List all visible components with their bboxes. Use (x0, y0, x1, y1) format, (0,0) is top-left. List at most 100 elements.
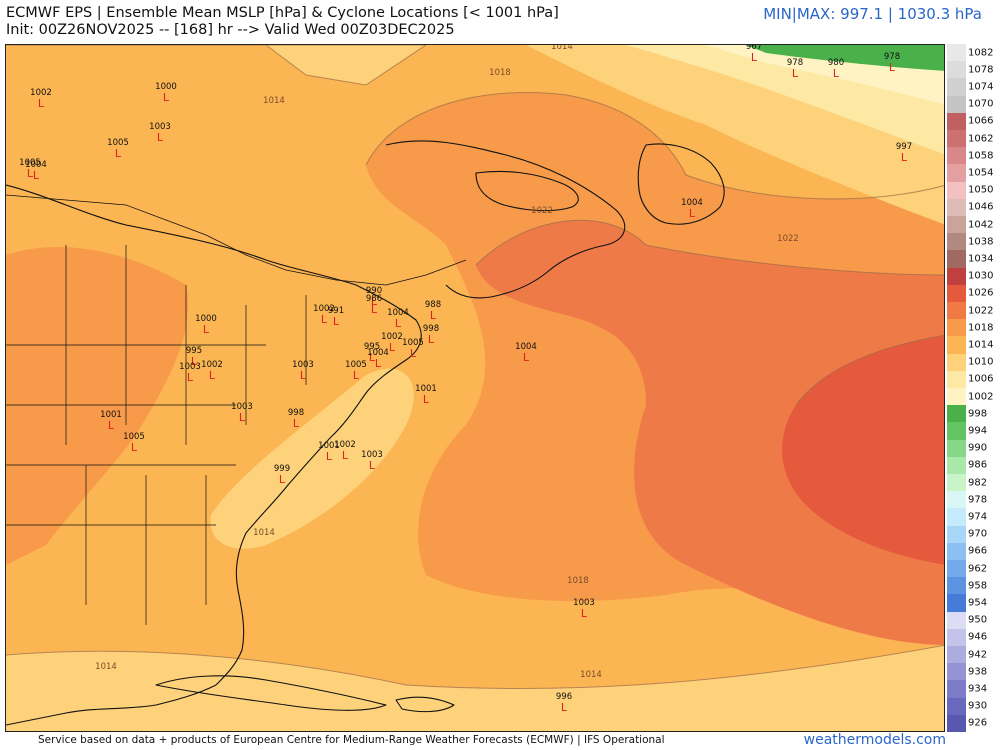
cyclone-pressure-label: 978 (884, 52, 900, 62)
colorbar-tick-label: 1014 (968, 339, 994, 351)
cyclone-pressure-label: 1005 (123, 432, 145, 442)
low-pressure-marker: L (326, 450, 333, 463)
colorbar-tick-label: 950 (968, 614, 988, 626)
low-pressure-marker: L (389, 341, 396, 354)
cyclone-pressure-label: 1000 (195, 314, 217, 324)
colorbar-swatch (947, 439, 966, 458)
low-pressure-marker: L (889, 61, 896, 74)
colorbar-tick-label: 1050 (968, 184, 994, 196)
colorbar-tick-label: 1070 (968, 98, 994, 110)
colorbar-tick-label: 970 (968, 528, 988, 540)
isobar-value-label: 1014 (95, 662, 117, 672)
colorbar-tick-label: 1006 (968, 373, 994, 385)
low-pressure-marker: L (342, 449, 349, 462)
colorbar-tick-label: 998 (968, 408, 988, 420)
low-pressure-marker: L (428, 333, 435, 346)
colorbar-swatch (947, 181, 966, 200)
colorbar-tick-label: 966 (968, 545, 988, 557)
low-pressure-marker: L (689, 207, 696, 220)
cyclone-pressure-label: 1005 (107, 138, 129, 148)
colorbar-swatch (947, 112, 966, 131)
colorbar-swatch (947, 542, 966, 561)
colorbar-tick-label: 990 (968, 442, 988, 454)
colorbar-tick-label: 1058 (968, 150, 994, 162)
colorbar-swatch (947, 216, 966, 234)
colorbar-swatch (947, 370, 966, 389)
colorbar-swatch (947, 577, 966, 595)
colorbar-swatch (947, 353, 966, 372)
gulf-coastline (6, 684, 217, 726)
colorbar-swatch (947, 594, 966, 613)
low-pressure-marker: L (410, 347, 417, 360)
low-pressure-marker: L (300, 369, 307, 382)
isobar-value-label: 1014 (580, 670, 602, 680)
colorbar-swatch (947, 714, 966, 733)
low-pressure-marker: L (430, 309, 437, 322)
colorbar-swatch (947, 250, 966, 269)
low-pressure-marker: L (33, 169, 40, 182)
colorbar-tick-label: 1034 (968, 253, 994, 265)
low-pressure-marker: L (751, 51, 758, 64)
colorbar-tick-label: 1054 (968, 167, 994, 179)
low-pressure-marker: L (157, 131, 164, 144)
low-pressure-marker: L (369, 351, 376, 364)
colorbar-tick-label: 1018 (968, 322, 994, 334)
colorbar-swatch (947, 680, 966, 699)
low-pressure-marker: L (191, 355, 198, 368)
isobar-value-label: 1022 (777, 234, 799, 244)
cyclone-pressure-label: 1001 (318, 441, 340, 451)
low-pressure-marker: L (833, 67, 840, 80)
chart-title: ECMWF EPS | Ensemble Mean MSLP [hPa] & C… (6, 5, 559, 21)
low-pressure-marker: L (371, 303, 378, 316)
pressure-map[interactable]: 967 L 978 L 980 L 978 L 997 L 1002 L 1000 L 1003 L 1005 L… (5, 44, 945, 732)
cyclone-pressure-label: 1002 (313, 304, 335, 314)
colorbar-tick-label: 962 (968, 563, 988, 575)
colorbar-tick-label: 974 (968, 511, 988, 523)
low-pressure-marker: L (369, 459, 376, 472)
colorbar-tick-label: 930 (968, 700, 988, 712)
colorbar-swatch (947, 525, 966, 544)
colorbar-swatch (947, 491, 966, 509)
cyclone-pressure-label: 995 (186, 346, 202, 356)
colorbar-tick-label: 1002 (968, 391, 994, 403)
contour-1010-carolinas (210, 368, 414, 549)
canada-maritimes-coast (385, 140, 626, 299)
contour-1026-atlantic (782, 335, 944, 565)
cyclone-pressure-label: 1004 (387, 308, 409, 318)
colorbar-tick-label: 954 (968, 597, 988, 609)
contour-1022-atlantic (476, 220, 944, 645)
init-valid-time: Init: 00Z26NOV2025 -- [168] hr --> Valid… (6, 22, 455, 38)
colorbar-swatch (947, 697, 966, 716)
cyclone-pressure-label: 995 (364, 342, 380, 352)
colorbar-swatch (947, 646, 966, 664)
colorbar-tick-label: 958 (968, 580, 988, 592)
low-pressure-marker: L (27, 167, 34, 180)
colorbar-swatch (947, 456, 966, 475)
low-pressure-marker: L (38, 97, 45, 110)
contour-1010-north (6, 45, 426, 85)
isobar-labels: 1014 1018 1022 1022 1018 1014 1014 1014 1014 (95, 45, 799, 680)
isobar-value-label: 1014 (253, 528, 275, 538)
colorbar-tick-label: 1026 (968, 287, 994, 299)
low-pressure-marker: L (279, 473, 286, 486)
colorbar-swatch (947, 611, 966, 630)
isobar-1014-south (6, 644, 944, 690)
newfoundland-coast (637, 143, 725, 225)
cyclone-pressure-label: 998 (423, 324, 439, 334)
brand-link[interactable]: weathermodels.com (803, 732, 946, 748)
low-pressure-marker: L (581, 607, 588, 620)
low-pressure-marker: L (131, 441, 138, 454)
colorbar-swatch (947, 336, 966, 355)
colorbar-swatch (947, 405, 966, 423)
cyclone-pressure-label: 1003 (179, 362, 201, 372)
colorbar-swatch (947, 61, 966, 79)
low-pressure-marker: L (187, 371, 194, 384)
cuba-coast (155, 675, 387, 711)
min-max-readout: MIN|MAX: 997.1 | 1030.3 hPa (763, 5, 982, 23)
cyclone-pressure-label: 1000 (155, 82, 177, 92)
colorbar-swatch (947, 267, 966, 286)
colorbar-swatch (947, 164, 966, 183)
colorbar-swatch (947, 44, 966, 62)
cyclone-pressure-label: 1004 (25, 160, 47, 170)
